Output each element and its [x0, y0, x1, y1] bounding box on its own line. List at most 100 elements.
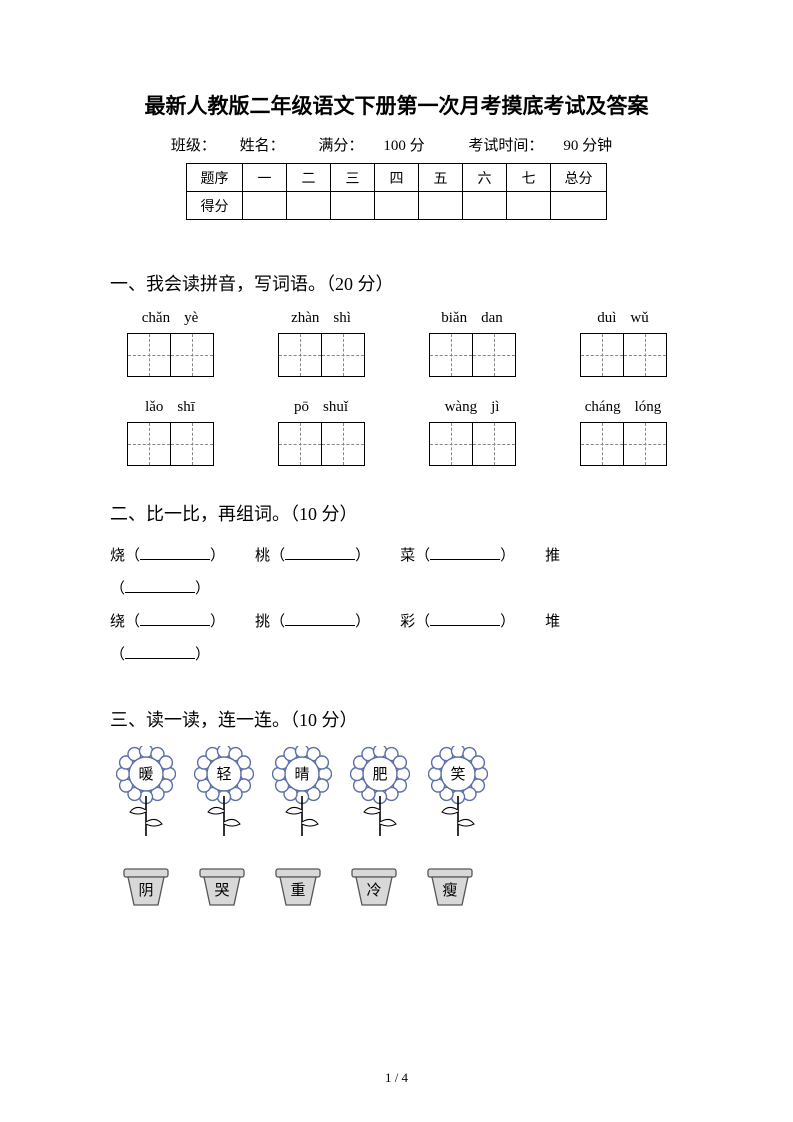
tian-row [110, 422, 683, 466]
pinyin-syllable: shuǐ [323, 399, 348, 416]
page-footer: 1 / 4 [0, 1070, 793, 1086]
table-cell [375, 192, 419, 220]
svg-text:暖: 暖 [138, 766, 153, 783]
blank [430, 612, 500, 626]
blank [430, 546, 500, 560]
pinyin-pair: pōshuǐ [265, 399, 377, 416]
pinyin-syllable: lǎo [145, 399, 163, 416]
pinyin-pair: zhànshì [265, 310, 377, 327]
pinyin-pair: chǎnyè [114, 310, 226, 327]
tian-pair [265, 333, 377, 377]
svg-text:哭: 哭 [214, 883, 229, 899]
pinyin-syllable: shì [333, 310, 351, 327]
q2-char: 烧 [110, 548, 125, 564]
pinyin-row: lǎoshīpōshuǐwàngjìchánglóng [110, 399, 683, 416]
svg-text:晴: 晴 [294, 766, 309, 783]
table-cell: 五 [419, 164, 463, 192]
pinyin-row: chǎnyè zhànshì biǎndan duìwǔ [110, 310, 683, 327]
q2-char: 堆 [545, 614, 560, 630]
table-cell [463, 192, 507, 220]
table-cell [551, 192, 607, 220]
table-cell [507, 192, 551, 220]
tian-cell [278, 333, 322, 377]
table-cell: 得分 [187, 192, 243, 220]
pot-icon: 阴 [118, 865, 174, 914]
tian-cell [623, 333, 667, 377]
tian-pair [114, 333, 226, 377]
blank [125, 645, 195, 659]
tian-cell [580, 422, 624, 466]
tian-cell [170, 422, 214, 466]
pinyin-syllable: yè [184, 310, 198, 327]
score-table: 题序 一 二 三 四 五 六 七 总分 得分 [186, 163, 607, 220]
pinyin-pair: biǎndan [416, 310, 528, 327]
q2-char: 菜 [400, 548, 415, 564]
table-cell: 七 [507, 164, 551, 192]
section-2-title: 二、比一比，再组词。（10 分） [110, 500, 683, 526]
table-cell: 二 [287, 164, 331, 192]
flower-icon: 肥 [350, 746, 410, 843]
pinyin-syllable: dan [481, 310, 503, 327]
tian-cell [472, 422, 516, 466]
pot-icon: 哭 [194, 865, 250, 914]
tian-cell [321, 333, 365, 377]
tian-cell [429, 333, 473, 377]
q2-char: 彩 [400, 614, 415, 630]
table-cell: 四 [375, 164, 419, 192]
pot-icon: 冷 [346, 865, 402, 914]
blank [140, 546, 210, 560]
flower-icon: 笑 [428, 746, 488, 843]
tian-pair [416, 333, 528, 377]
pot-icon: 重 [270, 865, 326, 914]
pinyin-pair: lǎoshī [114, 399, 226, 416]
page: 最新人教版二年级语文下册第一次月考摸底考试及答案 班级： 姓名： 满分：100 … [0, 0, 793, 1122]
pinyin-syllable: pō [294, 399, 309, 416]
table-cell: 三 [331, 164, 375, 192]
pinyin-pair: duìwǔ [567, 310, 679, 327]
q2-char: 桃 [255, 548, 270, 564]
svg-text:笑: 笑 [450, 766, 465, 783]
flower-icon: 晴 [272, 746, 332, 843]
table-cell: 总分 [551, 164, 607, 192]
pinyin-syllable: zhàn [291, 310, 319, 327]
pinyin-syllable: wàng [445, 399, 478, 416]
pinyin-syllable: duì [597, 310, 616, 327]
pots-row: 阴 哭 重 冷 瘦 [110, 865, 683, 914]
svg-text:肥: 肥 [372, 766, 387, 783]
q2-char: 绕 [110, 614, 125, 630]
svg-text:冷: 冷 [366, 882, 381, 899]
q2-char: 挑 [255, 614, 270, 630]
tian-pair [567, 422, 679, 466]
table-row: 得分 [187, 192, 607, 220]
tian-pair [416, 422, 528, 466]
pinyin-container: chǎnyè zhànshì biǎndan duìwǔ lǎoshī pōshuǐ wàn… [110, 310, 683, 466]
q2-line: 烧（） 桃（） 菜（） 推 [110, 540, 683, 573]
q2-line: （） [110, 639, 683, 672]
section-3-title: 三、读一读，连一连。（10 分） [110, 706, 683, 732]
q2-container: 烧（） 桃（） 菜（） 推（）绕（） 挑（） 彩（） 堆（） [110, 540, 683, 672]
table-cell: 一 [243, 164, 287, 192]
tian-cell [170, 333, 214, 377]
exam-time: 考试时间：90 分钟 [458, 138, 622, 154]
tian-cell [321, 422, 365, 466]
section-1-title: 一、我会读拼音，写词语。（20 分） [110, 270, 683, 296]
tian-cell [127, 333, 171, 377]
q2-char: 推 [545, 548, 560, 564]
tian-pair [567, 333, 679, 377]
flower-icon: 暖 [116, 746, 176, 843]
tian-cell [580, 333, 624, 377]
svg-text:重: 重 [290, 882, 305, 899]
pinyin-syllable: lóng [635, 399, 662, 416]
info-line: 班级： 姓名： 满分：100 分 考试时间：90 分钟 [110, 134, 683, 155]
blank [125, 579, 195, 593]
svg-text:瘦: 瘦 [442, 882, 457, 899]
table-cell [287, 192, 331, 220]
table-cell [419, 192, 463, 220]
name-label: 姓名： [240, 138, 285, 154]
blank [285, 612, 355, 626]
q2-line: 绕（） 挑（） 彩（） 堆 [110, 606, 683, 639]
pinyin-syllable: cháng [585, 399, 621, 416]
tian-cell [429, 422, 473, 466]
full-score: 满分：100 分 [308, 138, 438, 154]
pinyin-syllable: wǔ [630, 310, 648, 327]
